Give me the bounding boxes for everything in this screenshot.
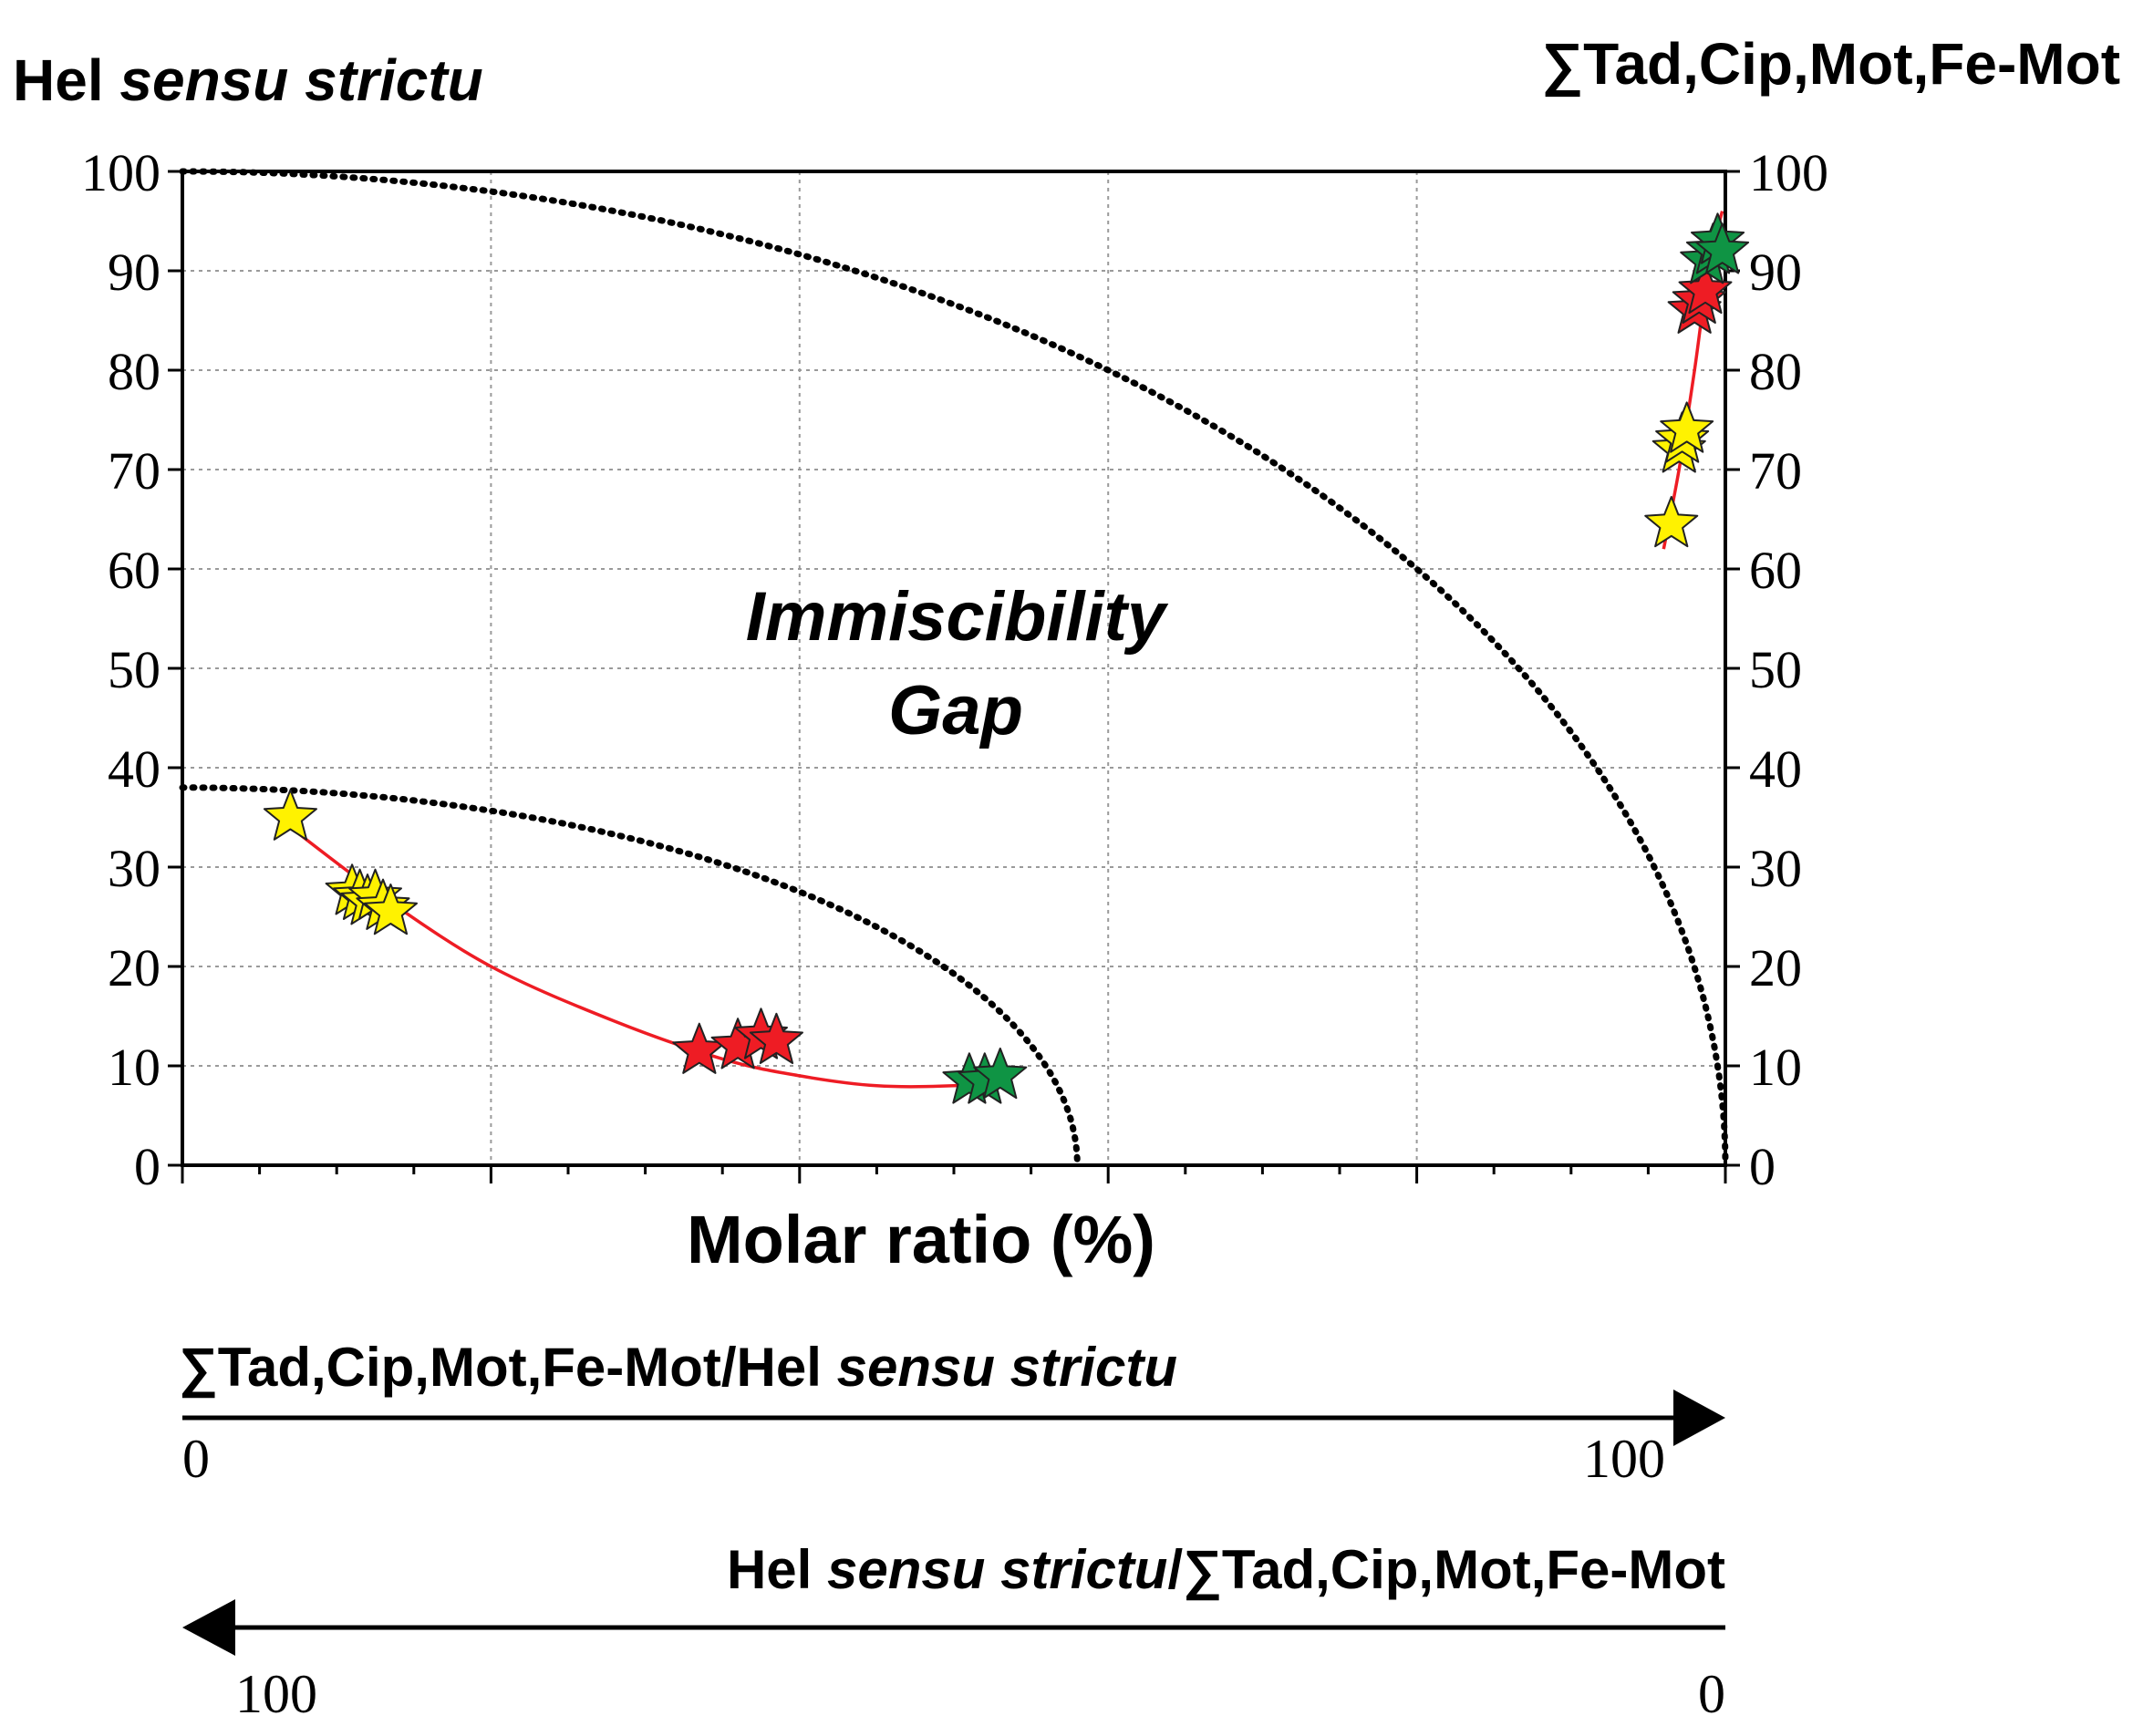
y-tick-label-right-40: 40: [1749, 739, 1802, 799]
y-tick-label-right-20: 20: [1749, 938, 1802, 997]
gap-curve-1: [179, 168, 1729, 1169]
y-tick-label-left-70: 70: [108, 441, 160, 501]
star-yellow-7: [1644, 495, 1699, 548]
y-tick-label-right-0: 0: [1749, 1137, 1776, 1196]
arrow2-label: Hel sensu strictu/∑Tad,Cip,Mot,Fe-Mot: [727, 1539, 1725, 1601]
arrow2-start-label: 100: [235, 1664, 317, 1724]
grid-lines: [182, 171, 1725, 1165]
star-red-3: [749, 1012, 803, 1064]
star-green-2: [973, 1047, 1028, 1100]
y-tick-label-right-80: 80: [1749, 342, 1802, 401]
y-tick-label-left-50: 50: [108, 640, 160, 699]
arrow1-label: ∑Tad,Cip,Mot,Fe-Mot/Hel sensu strictu: [179, 1337, 1177, 1399]
y-tick-label-left-100: 100: [81, 143, 160, 202]
gap-curve-0: [179, 784, 1081, 1169]
immiscibility-curves: [179, 168, 1729, 1169]
y-tick-label-left-30: 30: [108, 839, 160, 898]
left-axis-title: Hel sensu strictu: [13, 47, 483, 113]
right-axis-title: ∑Tad,Cip,Mot,Fe-Mot: [1541, 31, 2120, 98]
y-tick-label-left-10: 10: [108, 1038, 160, 1097]
arrow1-start-label: 0: [182, 1429, 210, 1489]
y-tick-label-right-50: 50: [1749, 640, 1802, 699]
y-tick-label-left-40: 40: [108, 739, 160, 799]
y-tick-label-right-30: 30: [1749, 839, 1802, 898]
star-yellow-6: [363, 884, 418, 935]
x-axis-label: Molar ratio (%): [687, 1202, 1155, 1277]
annotation-immiscibility: Immiscibility: [746, 578, 1169, 656]
star-yellow-10: [1660, 401, 1714, 453]
star-yellow-0: [263, 789, 317, 841]
y-tick-label-left-20: 20: [108, 938, 160, 997]
y-tick-label-left-80: 80: [108, 342, 160, 401]
star-green-6: [1695, 222, 1750, 274]
arrow1-head: [1673, 1390, 1725, 1446]
star-red-6: [1678, 262, 1733, 315]
y-tick-label-right-10: 10: [1749, 1038, 1802, 1097]
axis-ticks: 0 0 10 10 20 20 30 30 40 40 50 50 60 60 70 70 80 80 90 90 10…: [81, 143, 1828, 1196]
y-tick-label-left-0: 0: [134, 1137, 160, 1196]
y-tick-label-right-100: 100: [1749, 143, 1828, 202]
annotation-gap: Gap: [888, 672, 1023, 749]
arrow1-end-label: 100: [1583, 1429, 1665, 1489]
y-tick-label-left-60: 60: [108, 541, 160, 600]
y-tick-label-left-90: 90: [108, 243, 160, 302]
data-markers: [263, 212, 1750, 1104]
y-tick-label-right-60: 60: [1749, 541, 1802, 600]
arrow2-end-label: 0: [1698, 1664, 1725, 1724]
y-tick-label-right-90: 90: [1749, 243, 1802, 302]
y-tick-label-right-70: 70: [1749, 441, 1802, 501]
arrow2-head: [182, 1599, 235, 1656]
